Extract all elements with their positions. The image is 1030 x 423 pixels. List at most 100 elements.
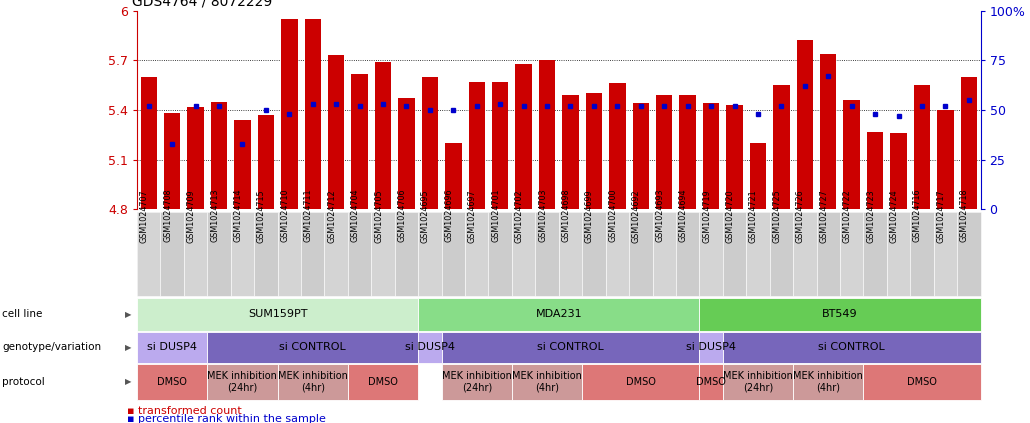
Text: GSM1024721: GSM1024721: [749, 189, 758, 242]
Text: GSM1024705: GSM1024705: [374, 189, 383, 242]
Bar: [375, 62, 391, 209]
Bar: [937, 110, 954, 209]
Text: DMSO: DMSO: [158, 377, 187, 387]
Text: GSM1024695: GSM1024695: [421, 189, 430, 242]
Bar: [726, 105, 743, 209]
Text: GSM1024712: GSM1024712: [328, 189, 336, 242]
Bar: [890, 133, 906, 209]
Bar: [234, 120, 250, 209]
Text: MEK inhibition
(4hr): MEK inhibition (4hr): [512, 371, 582, 393]
Bar: [469, 82, 485, 209]
Text: GSM1024709: GSM1024709: [186, 189, 196, 242]
Bar: [164, 113, 180, 209]
Bar: [492, 82, 509, 209]
Bar: [399, 99, 415, 209]
Bar: [774, 85, 790, 209]
Text: GSM1024716: GSM1024716: [913, 189, 922, 242]
Bar: [609, 83, 625, 209]
Bar: [281, 19, 298, 209]
Bar: [632, 103, 649, 209]
Text: cell line: cell line: [2, 309, 42, 319]
Text: si CONTROL: si CONTROL: [279, 342, 346, 352]
Text: MEK inhibition
(24hr): MEK inhibition (24hr): [723, 371, 793, 393]
Bar: [445, 143, 461, 209]
Bar: [820, 54, 836, 209]
Bar: [680, 95, 696, 209]
Bar: [586, 93, 603, 209]
Bar: [562, 95, 579, 209]
Text: GSM1024700: GSM1024700: [609, 189, 617, 242]
Bar: [656, 95, 673, 209]
Text: GSM1024703: GSM1024703: [538, 189, 547, 242]
Bar: [539, 60, 555, 209]
Text: ▪ transformed count: ▪ transformed count: [127, 406, 241, 416]
Text: GSM1024724: GSM1024724: [890, 189, 898, 242]
Text: SUM159PT: SUM159PT: [248, 309, 307, 319]
Text: GSM1024696: GSM1024696: [444, 189, 453, 242]
Bar: [421, 77, 438, 209]
Text: si DUSP4: si DUSP4: [686, 342, 736, 352]
Text: GSM1024715: GSM1024715: [256, 189, 266, 242]
Text: protocol: protocol: [2, 377, 45, 387]
Text: GSM1024720: GSM1024720: [725, 189, 734, 242]
Text: MEK inhibition
(24hr): MEK inhibition (24hr): [207, 371, 277, 393]
Text: si DUSP4: si DUSP4: [147, 342, 197, 352]
Text: GSM1024707: GSM1024707: [140, 189, 148, 242]
Bar: [211, 102, 228, 209]
Bar: [914, 85, 930, 209]
Text: GSM1024713: GSM1024713: [210, 189, 219, 242]
Text: MEK inhibition
(4hr): MEK inhibition (4hr): [278, 371, 348, 393]
Bar: [515, 63, 531, 209]
Text: GSM1024719: GSM1024719: [702, 189, 711, 242]
Bar: [702, 103, 719, 209]
Text: GSM1024714: GSM1024714: [234, 189, 242, 242]
Bar: [796, 40, 813, 209]
Text: si CONTROL: si CONTROL: [537, 342, 604, 352]
Bar: [140, 77, 157, 209]
Text: BT549: BT549: [822, 309, 858, 319]
Text: GDS4764 / 8072229: GDS4764 / 8072229: [132, 0, 272, 8]
Text: si CONTROL: si CONTROL: [818, 342, 885, 352]
Text: ▪ percentile rank within the sample: ▪ percentile rank within the sample: [127, 414, 325, 423]
Text: GSM1024718: GSM1024718: [960, 189, 969, 242]
Bar: [867, 132, 884, 209]
Bar: [328, 55, 344, 209]
Text: GSM1024717: GSM1024717: [936, 189, 946, 242]
Text: GSM1024698: GSM1024698: [561, 189, 571, 242]
Text: GSM1024711: GSM1024711: [304, 189, 313, 242]
Text: GSM1024704: GSM1024704: [350, 189, 359, 242]
Text: GSM1024708: GSM1024708: [163, 189, 172, 242]
Text: GSM1024699: GSM1024699: [585, 189, 594, 242]
Text: GSM1024726: GSM1024726: [796, 189, 804, 242]
Bar: [750, 143, 766, 209]
Text: GSM1024701: GSM1024701: [491, 189, 501, 242]
Text: GSM1024702: GSM1024702: [515, 189, 523, 242]
Text: DMSO: DMSO: [696, 377, 726, 387]
Text: GSM1024727: GSM1024727: [819, 189, 828, 243]
Bar: [187, 107, 204, 209]
Text: DMSO: DMSO: [626, 377, 656, 387]
Text: DMSO: DMSO: [907, 377, 937, 387]
Bar: [258, 115, 274, 209]
Bar: [961, 77, 977, 209]
Text: MEK inhibition
(4hr): MEK inhibition (4hr): [793, 371, 863, 393]
Text: MEK inhibition
(24hr): MEK inhibition (24hr): [442, 371, 512, 393]
Text: ▶: ▶: [126, 377, 132, 386]
Text: DMSO: DMSO: [368, 377, 398, 387]
Text: GSM1024710: GSM1024710: [280, 189, 289, 242]
Bar: [305, 19, 321, 209]
Text: ▶: ▶: [126, 343, 132, 352]
Text: MDA231: MDA231: [536, 309, 582, 319]
Text: GSM1024706: GSM1024706: [398, 189, 407, 242]
Text: GSM1024694: GSM1024694: [679, 189, 688, 242]
Text: ▶: ▶: [126, 310, 132, 319]
Text: genotype/variation: genotype/variation: [2, 342, 101, 352]
Text: GSM1024722: GSM1024722: [843, 189, 852, 243]
Text: GSM1024697: GSM1024697: [468, 189, 477, 242]
Text: si DUSP4: si DUSP4: [405, 342, 455, 352]
Text: GSM1024725: GSM1024725: [772, 189, 782, 243]
Bar: [351, 74, 368, 209]
Bar: [844, 100, 860, 209]
Text: GSM1024723: GSM1024723: [866, 189, 876, 242]
Text: GSM1024693: GSM1024693: [655, 189, 664, 242]
